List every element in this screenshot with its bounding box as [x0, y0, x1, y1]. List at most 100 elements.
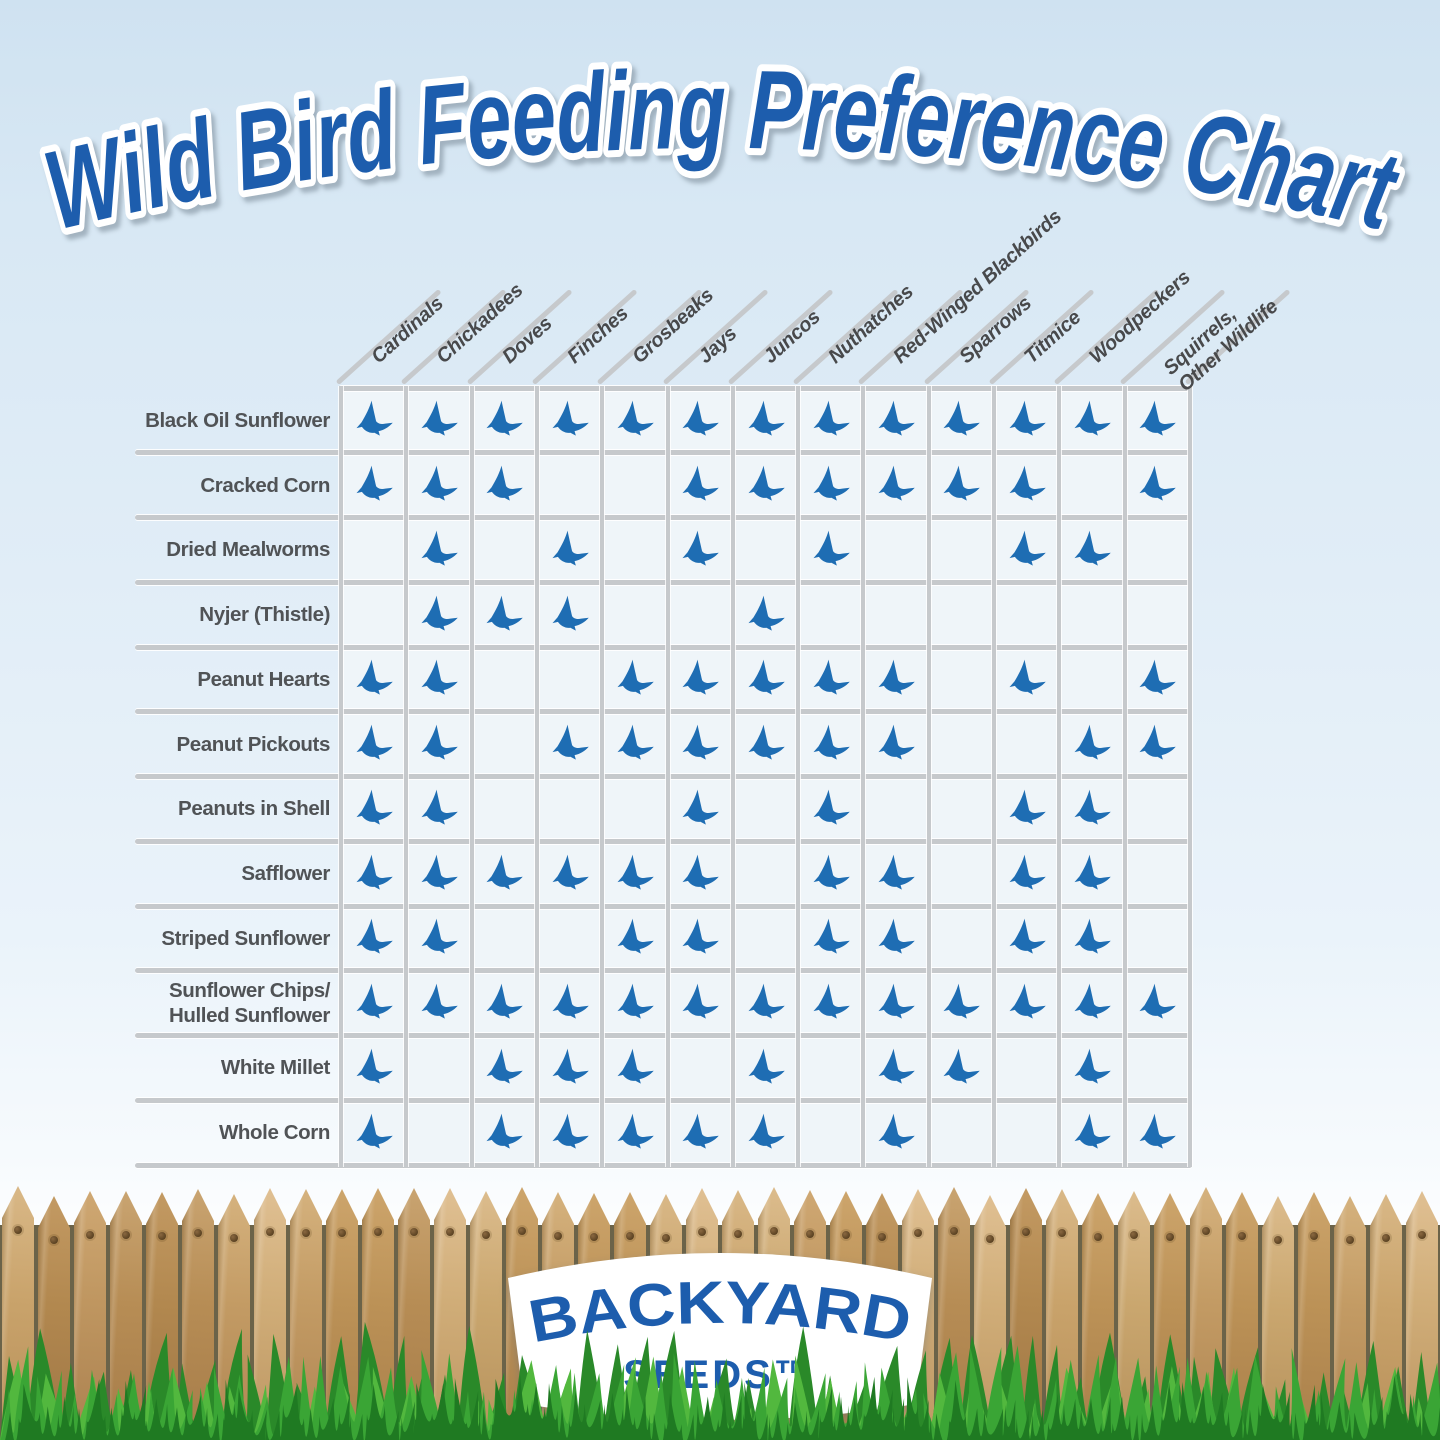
bird-icon	[1074, 530, 1111, 566]
bird-icon	[1139, 983, 1177, 1019]
bird-icon	[552, 724, 589, 760]
matrix-cell	[680, 398, 720, 440]
matrix-cell	[811, 1046, 851, 1088]
matrix-cell	[615, 722, 655, 764]
matrix-cell	[354, 916, 394, 958]
matrix-cell	[484, 528, 524, 570]
column-separator-line	[730, 386, 735, 1167]
matrix-cell	[746, 593, 786, 635]
matrix-cell	[419, 787, 459, 829]
bird-icon	[1074, 724, 1111, 760]
bird-icon	[1074, 854, 1111, 890]
bird-column-header: Doves	[497, 312, 557, 368]
matrix-cell	[941, 463, 981, 505]
bird-icon	[486, 1048, 524, 1084]
matrix-cell	[746, 398, 786, 440]
nail-icon	[14, 1226, 22, 1234]
matrix-cell	[680, 852, 720, 894]
matrix-cell	[876, 1046, 916, 1088]
matrix-cell	[1137, 916, 1177, 958]
column-separator-line	[665, 386, 670, 1167]
matrix-cell	[746, 787, 786, 829]
bird-icon	[617, 660, 654, 696]
column-separator-line	[992, 386, 997, 1167]
seed-row-label: Whole Corn	[218, 1121, 330, 1145]
matrix-cell	[615, 593, 655, 635]
matrix-cell	[354, 463, 394, 505]
matrix-cell	[1072, 852, 1112, 894]
matrix-cell	[354, 593, 394, 635]
bird-icon	[486, 465, 524, 501]
bird-icon	[1074, 919, 1111, 955]
bird-icon	[878, 919, 915, 955]
bird-icon	[748, 401, 785, 437]
matrix-cell	[419, 398, 459, 440]
matrix-cell	[354, 398, 394, 440]
bird-icon	[748, 465, 785, 501]
bird-icon	[813, 919, 850, 955]
seed-row-label: Peanut Hearts	[197, 667, 330, 691]
bird-icon	[682, 1113, 719, 1149]
matrix-cell	[1072, 1111, 1112, 1153]
matrix-cell	[615, 528, 655, 570]
nail-icon	[770, 1227, 778, 1235]
matrix-cell	[419, 852, 459, 894]
matrix-cell	[680, 981, 720, 1023]
matrix-cell	[811, 657, 851, 699]
matrix-cell	[1137, 1046, 1177, 1088]
bird-icon	[748, 724, 785, 760]
bird-icon	[878, 1048, 915, 1084]
matrix-cell	[876, 463, 916, 505]
matrix-cell	[615, 981, 655, 1023]
matrix-cell	[811, 787, 851, 829]
bird-icon	[1139, 401, 1177, 437]
seed-row-label: Sunflower Chips/ Hulled Sunflower	[168, 979, 330, 1028]
row-separator-line	[135, 709, 1192, 715]
bird-icon	[1074, 1113, 1111, 1149]
matrix-cell	[550, 787, 590, 829]
matrix-cell	[354, 852, 394, 894]
row-separator-line	[135, 968, 1192, 974]
bird-icon	[356, 401, 393, 437]
nail-icon	[1418, 1231, 1426, 1239]
bird-icon	[617, 983, 654, 1019]
matrix-cell	[746, 916, 786, 958]
nail-icon	[1130, 1231, 1138, 1239]
matrix-cell	[419, 916, 459, 958]
bird-icon	[813, 401, 850, 437]
matrix-cell	[550, 981, 590, 1023]
matrix-cell	[615, 1046, 655, 1088]
nail-icon	[230, 1234, 238, 1242]
matrix-cell	[1072, 916, 1112, 958]
bird-icon	[552, 401, 589, 437]
matrix-cell	[876, 398, 916, 440]
matrix-cell	[941, 1111, 981, 1153]
nail-icon	[626, 1232, 634, 1240]
matrix-cell	[1007, 593, 1047, 635]
matrix-cell	[1072, 657, 1112, 699]
matrix-cell	[419, 722, 459, 764]
matrix-cell	[1007, 657, 1047, 699]
matrix-cell	[615, 787, 655, 829]
bird-icon	[878, 660, 915, 696]
bird-icon	[617, 1113, 654, 1149]
row-separator-line	[135, 838, 1192, 844]
matrix-cell	[876, 852, 916, 894]
matrix-cell	[811, 398, 851, 440]
matrix-cell	[876, 528, 916, 570]
nail-icon	[158, 1232, 166, 1240]
bird-icon	[421, 401, 458, 437]
column-separator-line	[1188, 386, 1192, 1167]
matrix-cell	[419, 1111, 459, 1153]
matrix-cell	[941, 593, 981, 635]
bird-icon	[943, 401, 981, 437]
matrix-cell	[484, 1046, 524, 1088]
matrix-cell	[811, 1111, 851, 1153]
matrix-cell	[876, 722, 916, 764]
matrix-cell	[1137, 852, 1177, 894]
bird-icon	[356, 465, 393, 501]
matrix-cell	[550, 722, 590, 764]
bird-icon	[1009, 789, 1046, 825]
matrix-cell	[354, 1111, 394, 1153]
matrix-cell	[811, 916, 851, 958]
